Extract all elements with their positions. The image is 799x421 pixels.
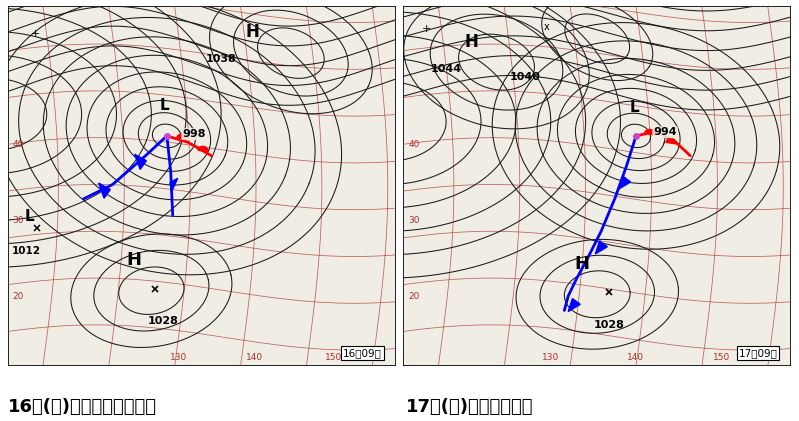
Text: 1040: 1040 xyxy=(510,72,541,82)
Wedge shape xyxy=(198,147,208,152)
Text: H: H xyxy=(464,33,479,51)
Polygon shape xyxy=(135,154,146,169)
Text: 40: 40 xyxy=(13,140,24,149)
Text: L: L xyxy=(630,100,639,115)
Polygon shape xyxy=(618,176,630,189)
Text: 16日(木)九州北部で春一番: 16日(木)九州北部で春一番 xyxy=(8,398,157,416)
Text: 150: 150 xyxy=(713,353,729,362)
Text: 998: 998 xyxy=(182,129,206,139)
Text: 16日09時: 16日09時 xyxy=(343,348,382,358)
Text: L: L xyxy=(25,209,34,224)
Text: 1044: 1044 xyxy=(431,64,462,75)
Text: +: + xyxy=(30,29,40,39)
Text: H: H xyxy=(574,255,589,273)
Text: L: L xyxy=(160,98,169,113)
Text: 30: 30 xyxy=(13,216,24,225)
Text: +: + xyxy=(422,24,431,34)
Text: 20: 20 xyxy=(13,292,24,301)
Polygon shape xyxy=(595,241,607,254)
Text: H: H xyxy=(245,22,259,40)
Text: 20: 20 xyxy=(408,292,419,301)
Polygon shape xyxy=(568,298,580,312)
Text: 17日09時: 17日09時 xyxy=(738,348,777,358)
Text: 1012: 1012 xyxy=(12,246,41,256)
Text: 130: 130 xyxy=(543,353,559,362)
Wedge shape xyxy=(177,134,187,140)
Text: 17日(金)各地で春一番: 17日(金)各地で春一番 xyxy=(406,398,534,416)
Text: 1028: 1028 xyxy=(148,316,178,326)
Text: 994: 994 xyxy=(654,127,677,137)
Text: 140: 140 xyxy=(245,353,263,362)
Text: 140: 140 xyxy=(627,353,645,362)
Text: 130: 130 xyxy=(170,353,187,362)
Text: 150: 150 xyxy=(325,353,342,362)
Text: H: H xyxy=(126,251,141,269)
Polygon shape xyxy=(170,179,177,192)
Text: 1038: 1038 xyxy=(206,53,237,64)
Polygon shape xyxy=(98,183,110,198)
Text: x: x xyxy=(544,22,550,32)
Text: 40: 40 xyxy=(408,140,419,149)
Text: 30: 30 xyxy=(408,216,419,225)
Wedge shape xyxy=(645,129,654,135)
Text: 1028: 1028 xyxy=(594,320,624,330)
Wedge shape xyxy=(666,139,676,144)
